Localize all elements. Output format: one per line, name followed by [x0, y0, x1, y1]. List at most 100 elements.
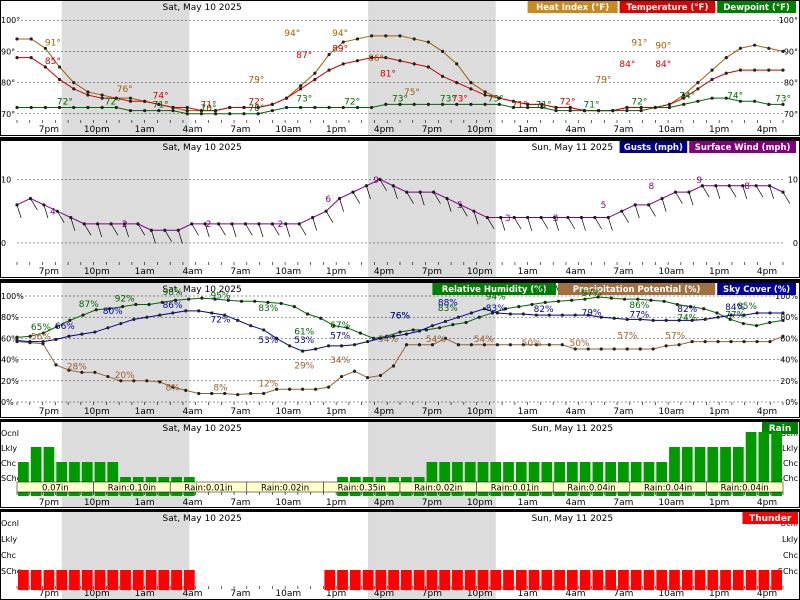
series-point-0	[504, 307, 508, 311]
wind-barb	[151, 230, 156, 244]
level-label-left: Chc	[1, 459, 16, 468]
legend-swatch	[717, 1, 796, 13]
wind-barb	[272, 223, 280, 236]
series-point-0	[55, 325, 59, 329]
legend-swatch	[558, 283, 716, 295]
x-tick-label: 1pm	[326, 125, 346, 135]
series-point-2	[742, 313, 746, 317]
x-tick-label: 10pm	[467, 498, 493, 508]
series-point-1	[197, 391, 201, 396]
x-tick-label: 7am	[230, 407, 250, 417]
bar-rain	[656, 462, 668, 496]
series-point-2	[326, 344, 331, 348]
bar-thunder	[618, 570, 629, 590]
legend-swatch	[689, 141, 796, 153]
series-point-1	[540, 102, 544, 107]
series-point-1	[612, 347, 616, 351]
series-point-2	[339, 344, 344, 348]
series-point-2	[560, 313, 564, 317]
series-point-1	[404, 343, 409, 347]
wind-barb	[554, 217, 559, 231]
series-point-0	[728, 317, 732, 321]
bar-thunder	[579, 570, 591, 590]
series-point-1	[639, 105, 643, 110]
y-tick-label-left: 60%	[1, 334, 19, 343]
x-tick-label: 10am	[275, 267, 301, 277]
y-tick-label-right: 10	[788, 175, 798, 184]
bar-rain	[503, 462, 514, 496]
series-point-2	[288, 344, 292, 348]
series-point-1	[430, 343, 435, 347]
series-point-2	[370, 105, 374, 110]
series-point-0	[543, 300, 547, 304]
series-point-0	[675, 302, 679, 307]
series-point-1	[417, 343, 422, 347]
series-point-2	[223, 313, 227, 317]
series-point-2	[378, 336, 383, 340]
legend-swatch	[742, 512, 798, 524]
series-point-0	[583, 297, 587, 301]
series-point-1	[483, 93, 487, 97]
series-point-2	[426, 102, 430, 107]
series-point-1	[724, 71, 728, 75]
wind-barb	[70, 217, 76, 231]
series-point-2	[682, 102, 686, 107]
series-value-label: 75°	[404, 88, 420, 98]
legend-label: Precipitation Potential (%)	[573, 285, 701, 295]
bar-rain	[56, 462, 68, 496]
series-value-label: 8%	[165, 384, 180, 394]
wind-barb	[83, 223, 92, 236]
series-point-1	[426, 65, 430, 69]
series-point-0	[213, 297, 217, 301]
panel-0: 7pm 10pm 1am 4am 7am 10am 1pm 4pm 7pm 10pm 1am 4am 7…	[0, 0, 800, 136]
wind-barb	[419, 192, 425, 206]
series-point-2	[612, 316, 616, 320]
series-point-1	[184, 388, 188, 392]
wind-barb	[567, 217, 576, 230]
x-tick-label: 1am	[135, 589, 155, 599]
series-value-label: 56%	[31, 333, 51, 343]
series-point-1	[301, 387, 305, 391]
series-value-label: 72°	[560, 98, 576, 108]
series-point-0	[451, 323, 455, 327]
series-value-label: 66%	[55, 322, 75, 332]
series-point-2	[327, 105, 331, 110]
series-point-2	[456, 315, 461, 319]
bar-thunder	[745, 570, 757, 590]
legend-label: Dewpoint (°F)	[723, 3, 790, 13]
x-tick-label: 4pm	[374, 407, 394, 417]
series-point-2	[768, 311, 772, 315]
series-point-1	[742, 339, 746, 344]
series-line-1	[16, 178, 784, 231]
series-point-0	[767, 46, 771, 50]
series-point-0	[185, 109, 189, 113]
series-point-2	[93, 330, 97, 334]
series-point-2	[41, 339, 45, 344]
series-point-2	[651, 318, 655, 322]
y-tick-label-right: 0%	[785, 398, 798, 407]
bar-thunder	[107, 570, 119, 590]
x-tick-label: 10am	[275, 125, 301, 135]
rain-amount-label: Rain:0.01in	[491, 484, 539, 494]
x-tick-label: 4am	[566, 125, 586, 135]
series-point-2	[15, 338, 19, 343]
series-point-2	[132, 317, 136, 321]
wind-barb	[191, 223, 199, 236]
x-tick-label: 4pm	[757, 589, 777, 599]
series-point-0	[313, 71, 317, 75]
bar-rain	[541, 462, 553, 496]
series-value-label: 3	[505, 214, 511, 224]
y-tick-label-right: 80°	[784, 79, 798, 88]
date-label: Sat, May 10 2025	[163, 143, 242, 153]
series-point-1	[497, 96, 501, 100]
series-point-1	[682, 96, 686, 100]
series-value-label: 71°	[512, 101, 528, 111]
x-tick-label: 10pm	[467, 589, 493, 599]
level-label-left: Lkly	[1, 444, 17, 453]
series-point-1	[647, 203, 651, 207]
bar-rain	[94, 462, 106, 496]
y-tick-label-right: 90°	[784, 47, 798, 56]
series-point-0	[741, 321, 745, 326]
series-point-0	[41, 331, 46, 335]
